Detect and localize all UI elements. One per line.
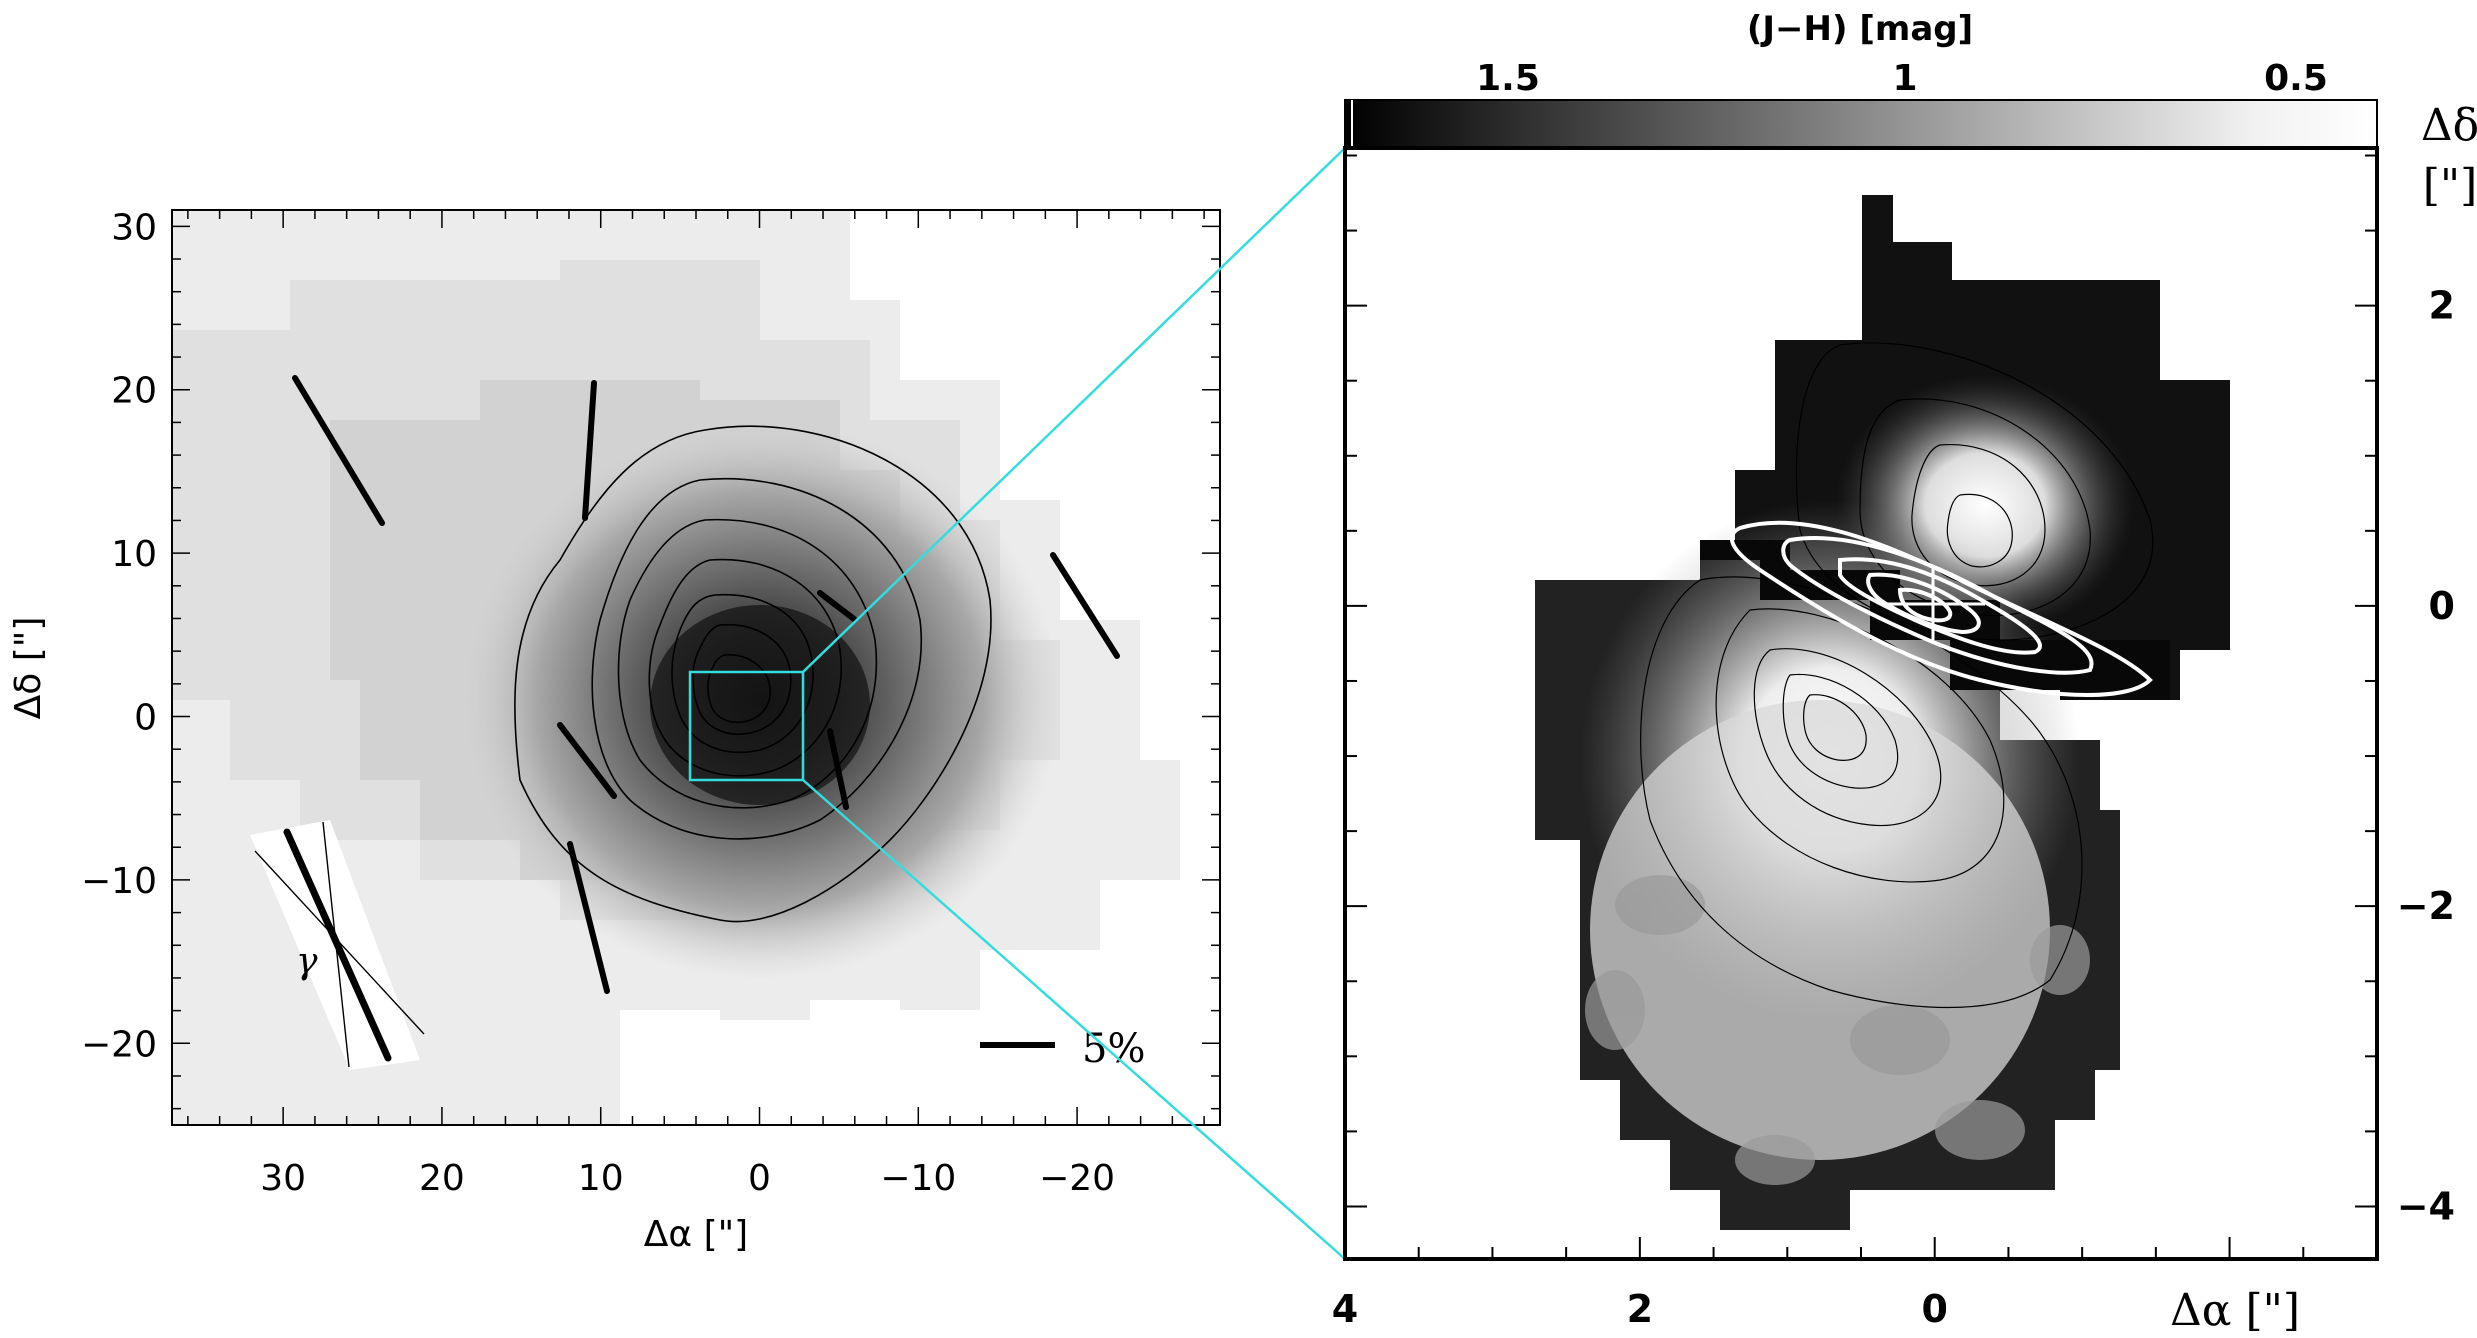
colorbar-tick-label: 0.5: [2264, 58, 2328, 99]
gamma-label: γ: [296, 941, 318, 982]
polarization-vector: [557, 722, 617, 799]
polarization-vector: [1050, 552, 1120, 659]
x-tick-label: −20: [1039, 1158, 1115, 1199]
left-tick-labels: 30 20 10 0 −10 −20 30 20 10 0 −10 −20: [81, 207, 1115, 1199]
right-ylabel-unit: ["]: [2423, 160, 2477, 211]
polarization-vector: [567, 841, 610, 994]
texture-patches: [1585, 875, 2090, 1185]
colorbar-tick-label: 1: [1892, 58, 1917, 99]
right-xlabel: Δα ["]: [2170, 1285, 2300, 1336]
right-ticks: [1344, 154, 2378, 1259]
left-intensity-map: [172, 210, 1220, 1125]
right-color-map: [1345, 148, 2377, 1259]
x-tick-label: −10: [880, 1158, 956, 1199]
y-tick-label: −2: [2397, 884, 2455, 928]
right-tick-labels: 4 2 0 2 0 −2 −4: [1332, 284, 2455, 1331]
y-tick-label: 0: [2429, 584, 2455, 628]
x-tick-label: 0: [748, 1158, 771, 1199]
x-tick-label: 0: [1921, 1287, 1947, 1331]
y-tick-label: −20: [81, 1024, 157, 1065]
center-marker: [1880, 568, 1985, 640]
x-tick-label: 20: [419, 1158, 465, 1199]
gamma-angle-indicator: [254, 821, 425, 1068]
colorbar-title: (J−H) [mag]: [1747, 9, 1973, 49]
zoom-box: [688, 670, 805, 782]
colorbar: (J−H) [mag] 1.5 1 0.5: [1344, 9, 2378, 149]
y-tick-label: 0: [134, 698, 157, 739]
x-tick-label: 2: [1627, 1287, 1653, 1331]
scale-bar-label: 5%: [1082, 1026, 1145, 1072]
y-tick-label: 30: [111, 207, 157, 248]
zoom-connectors: [802, 147, 1346, 1260]
left-panel: 5% γ 30 20 10 0 −10 −20 30 20 10 0 −10 −20 Δα ["] Δ…: [8, 207, 1221, 1255]
left-xlabel: Δα ["]: [644, 1214, 748, 1255]
x-tick-label: 30: [260, 1158, 306, 1199]
right-ylabel: Δδ: [2421, 100, 2477, 151]
x-tick-label: 4: [1332, 1287, 1358, 1331]
polarization-vector: [292, 375, 385, 526]
y-tick-label: 2: [2429, 284, 2455, 328]
left-contours: [513, 425, 992, 923]
connector-bottom: [802, 779, 1346, 1260]
y-tick-label: 10: [111, 534, 157, 575]
polarization-vector: [582, 380, 597, 521]
colorbar-tick-label: 1.5: [1476, 58, 1540, 99]
left-ticks: [172, 210, 1220, 1125]
black-contours: [1640, 342, 2154, 1009]
polarization-vector: [827, 728, 849, 810]
y-tick-label: −4: [2397, 1184, 2455, 1228]
left-ylabel: Δδ ["]: [8, 617, 49, 720]
polarization-vectors: [292, 375, 1120, 994]
x-tick-label: 10: [578, 1158, 624, 1199]
right-panel: (J−H) [mag] 1.5 1 0.5: [1332, 9, 2477, 1336]
connector-top: [802, 147, 1346, 673]
colorbar-gradient: [1345, 100, 2377, 148]
y-tick-label: −10: [81, 861, 157, 902]
polarization-vector: [817, 590, 857, 622]
y-tick-label: 20: [111, 371, 157, 412]
